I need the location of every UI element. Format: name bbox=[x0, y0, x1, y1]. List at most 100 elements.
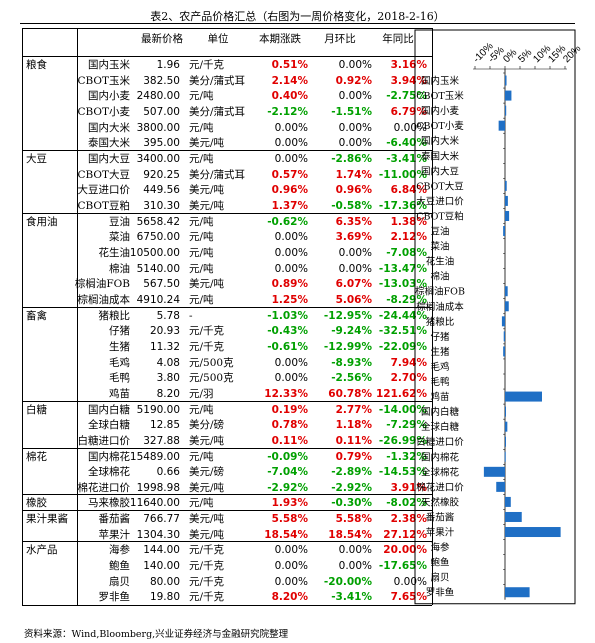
price-value: 1998.98 bbox=[136, 481, 180, 494]
year-change: 3.94% bbox=[390, 74, 427, 87]
weekly-change: -2.12% bbox=[267, 105, 308, 118]
group-label: 水产品 bbox=[26, 544, 58, 557]
year-change: -1.32% bbox=[386, 450, 427, 463]
header-unit: 单位 bbox=[207, 33, 229, 45]
month-change: 0.00% bbox=[338, 137, 372, 150]
month-change: 1.18% bbox=[335, 419, 372, 432]
group-label: 食用油 bbox=[26, 215, 58, 228]
year-change: -7.08% bbox=[386, 246, 427, 259]
weekly-change: 0.00% bbox=[274, 152, 308, 165]
price-value: 3.80 bbox=[156, 372, 180, 385]
unit-label: 美元/吨 bbox=[189, 513, 225, 526]
year-change: -6.40% bbox=[386, 137, 427, 150]
commodity-name: 棕榈油成本 bbox=[77, 293, 131, 306]
price-value: 382.50 bbox=[143, 74, 180, 87]
weekly-change: -0.62% bbox=[267, 215, 308, 228]
table-title: 表2、农产品价格汇总（右图为一周价格变化，2018-2-16） bbox=[150, 10, 445, 23]
unit-label: 元/500克 bbox=[189, 356, 234, 369]
group-separator bbox=[22, 306, 432, 308]
table-bottom-line bbox=[22, 605, 432, 607]
commodity-name: 泰国大米 bbox=[88, 137, 130, 150]
year-change: 7.65% bbox=[390, 591, 427, 604]
category-label: 国内大米 bbox=[421, 135, 460, 147]
bar bbox=[501, 316, 505, 327]
unit-label: 元/千克 bbox=[189, 325, 225, 338]
header-yoy: 年同比 bbox=[382, 33, 414, 45]
month-change: 0.00% bbox=[338, 59, 372, 71]
price-value: 2480.00 bbox=[136, 90, 180, 103]
category-label: 生猪 bbox=[430, 346, 450, 358]
price-value: 920.25 bbox=[143, 168, 180, 181]
commodity-name: 罗非鱼 bbox=[98, 591, 131, 604]
unit-label: 元/吨 bbox=[189, 121, 214, 134]
commodity-name: 国内玉米 bbox=[88, 59, 130, 71]
group-column-divider bbox=[77, 28, 78, 606]
category-label: 国内小麦 bbox=[421, 105, 460, 117]
price-value: 4.08 bbox=[156, 356, 180, 369]
price-value: 1.96 bbox=[156, 59, 180, 71]
category-label: 棕榈油FOB bbox=[415, 286, 465, 298]
commodity-name: 猪粮比 bbox=[98, 309, 131, 322]
price-value: 327.88 bbox=[143, 434, 180, 447]
unit-label: 元/吨 bbox=[189, 215, 214, 228]
weekly-change: 0.40% bbox=[271, 90, 308, 103]
month-change: -8.93% bbox=[331, 356, 372, 369]
group-label: 棉花 bbox=[26, 450, 47, 463]
month-change: 0.00% bbox=[338, 246, 372, 259]
bar bbox=[505, 105, 507, 116]
unit-label: 美元/吨 bbox=[189, 481, 225, 494]
price-value: 5658.42 bbox=[136, 215, 180, 228]
weekly-change: 1.37% bbox=[271, 199, 308, 212]
weekly-change: 1.25% bbox=[271, 293, 308, 306]
price-value: 5.78 bbox=[156, 309, 180, 322]
year-change: -8.29% bbox=[386, 293, 427, 306]
commodity-name: CBOT豆粕 bbox=[77, 199, 130, 212]
bar bbox=[505, 436, 506, 447]
year-change: 20.00% bbox=[383, 544, 427, 557]
weekly-change: 0.11% bbox=[271, 434, 308, 447]
group-separator bbox=[22, 494, 432, 496]
weekly-change: 0.96% bbox=[271, 184, 308, 197]
header-price: 最新价格 bbox=[141, 33, 183, 45]
unit-label: 元/千克 bbox=[189, 59, 225, 71]
month-change: -20.00% bbox=[323, 575, 372, 588]
weekly-change: -0.43% bbox=[267, 325, 308, 338]
unit-label: - bbox=[189, 309, 193, 322]
group-separator bbox=[22, 447, 432, 449]
category-label: 罗非鱼 bbox=[426, 587, 455, 599]
group-separator bbox=[22, 56, 432, 57]
category-label: 番茄酱 bbox=[426, 511, 455, 523]
commodity-name: 棉花进口价 bbox=[77, 481, 131, 494]
price-value: 766.77 bbox=[143, 513, 180, 526]
commodity-name: 大豆进口价 bbox=[77, 184, 131, 197]
category-label: 苹果汁 bbox=[426, 527, 455, 539]
month-change: -0.30% bbox=[331, 497, 372, 510]
bar bbox=[505, 75, 507, 86]
commodity-name: 全球白糖 bbox=[88, 419, 130, 432]
category-label: 棕榈油成本 bbox=[416, 301, 464, 313]
table-left-border bbox=[22, 28, 23, 606]
group-label: 粮食 bbox=[26, 59, 47, 71]
commodity-name: 国内小麦 bbox=[88, 90, 130, 103]
year-change: 3.91% bbox=[390, 481, 427, 494]
unit-label: 美元/吨 bbox=[189, 434, 225, 447]
category-label: 棉花进口价 bbox=[416, 481, 464, 493]
price-value: 8.20 bbox=[156, 387, 180, 400]
month-change: -0.58% bbox=[331, 199, 372, 212]
bar bbox=[503, 226, 505, 237]
price-value: 395.00 bbox=[143, 137, 180, 150]
group-label: 大豆 bbox=[26, 152, 47, 165]
category-label: 鸡苗 bbox=[430, 391, 449, 403]
commodity-name: 国内大米 bbox=[88, 121, 130, 134]
category-label: 国内棉花 bbox=[421, 451, 460, 463]
bar bbox=[505, 587, 530, 598]
month-change: 0.92% bbox=[335, 74, 372, 87]
weekly-change: 8.20% bbox=[271, 591, 308, 604]
group-separator bbox=[22, 510, 432, 512]
commodity-name: CBOT大豆 bbox=[77, 168, 130, 181]
bar bbox=[505, 180, 507, 191]
unit-label: 美分/蒲式耳 bbox=[189, 105, 246, 118]
unit-label: 元/吨 bbox=[189, 450, 214, 463]
month-change: 0.96% bbox=[335, 184, 372, 197]
category-label: 泰国大米 bbox=[421, 150, 460, 162]
